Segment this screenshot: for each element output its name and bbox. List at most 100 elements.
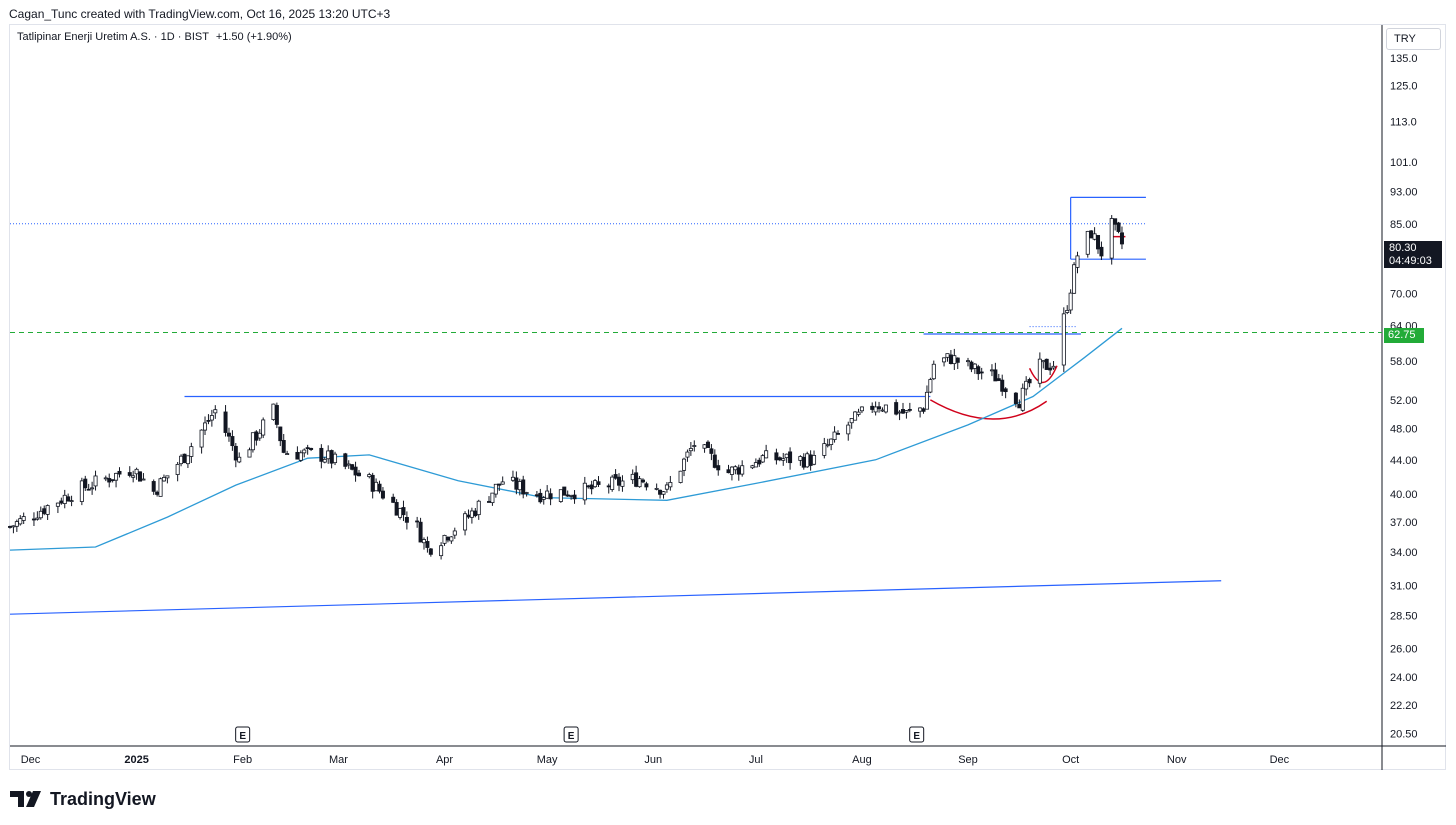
price-tick-label: 125.0 — [1390, 81, 1418, 93]
candle-body — [931, 363, 936, 380]
earnings-marker-box — [563, 726, 579, 743]
candle-body — [1092, 233, 1097, 240]
chart-annotations — [9, 196, 1382, 615]
candle-body — [134, 468, 139, 475]
candle-body — [469, 510, 474, 518]
candle-body — [131, 475, 136, 478]
candle-body — [942, 357, 947, 363]
candle-body — [79, 480, 84, 502]
candle-body — [558, 489, 563, 502]
price-tick-label: 40.00 — [1390, 489, 1418, 501]
candle-body — [449, 536, 454, 542]
candle-body — [398, 508, 403, 518]
earnings-marker-box — [909, 726, 925, 743]
candle-body — [298, 452, 303, 461]
candle-body — [250, 432, 255, 451]
candle-body — [42, 508, 47, 514]
candle-body — [613, 474, 618, 479]
candle-body — [593, 480, 598, 488]
candle-body — [380, 490, 385, 499]
price-tick-label: 113.0 — [1390, 117, 1417, 129]
candle-body — [1065, 310, 1070, 313]
candle-body — [55, 502, 60, 507]
candle-body — [589, 484, 594, 490]
candle-body — [38, 510, 43, 519]
candle-body — [415, 520, 420, 523]
candle-body — [726, 469, 731, 474]
candle-body — [832, 431, 837, 440]
candle-body — [463, 513, 468, 531]
price-tick-label: 31.00 — [1390, 580, 1418, 592]
candle-body — [473, 510, 478, 517]
candle-body — [257, 432, 262, 439]
candle-body — [370, 474, 375, 492]
cup-arc-large — [929, 399, 1048, 420]
earnings-marker-label: E — [568, 731, 575, 742]
candle-body — [668, 482, 673, 488]
candle-body — [777, 457, 782, 461]
candle-body — [801, 456, 806, 468]
time-tick-label: Sep — [958, 754, 978, 766]
candle-body — [774, 452, 779, 461]
candle-body — [825, 444, 830, 447]
candle-body — [1020, 387, 1025, 411]
candle-body — [206, 420, 211, 422]
candle-body — [1099, 246, 1104, 257]
candle-body — [374, 481, 379, 492]
candle-body — [952, 355, 957, 365]
candle-body — [989, 369, 994, 372]
tradingview-logo[interactable]: TradingView — [10, 789, 156, 809]
candle-body — [305, 447, 310, 450]
candle-body — [230, 436, 235, 447]
candle-body — [199, 429, 204, 448]
candle-body — [921, 408, 926, 412]
price-tick-label: 44.00 — [1390, 455, 1418, 467]
time-tick-label: Feb — [233, 754, 252, 766]
time-tick-label: Mar — [329, 754, 348, 766]
candle-body — [209, 415, 214, 421]
candle-body — [165, 475, 170, 479]
candle-body — [203, 422, 208, 431]
candle-body — [976, 366, 981, 375]
candle-body — [658, 489, 663, 495]
candle-body — [606, 485, 611, 488]
candle-body — [753, 462, 758, 468]
candle-body — [760, 455, 765, 463]
candle-body — [880, 409, 885, 412]
candle-body — [541, 497, 546, 500]
candle-body — [705, 441, 710, 448]
candle-body — [733, 466, 738, 471]
candle-body — [688, 448, 693, 452]
price-tick-label: 101.0 — [1390, 157, 1418, 169]
candle-body — [750, 465, 755, 469]
price-tick-label: 93.00 — [1390, 187, 1418, 199]
candle-body — [1037, 358, 1042, 384]
candle-body — [18, 518, 23, 525]
long-trendline — [9, 580, 1222, 615]
candle-body — [877, 406, 882, 410]
candle-body — [353, 466, 358, 476]
candle-body — [401, 507, 406, 516]
candle-body — [664, 484, 669, 490]
candle-body — [617, 476, 622, 486]
time-tick-label: Jul — [749, 754, 763, 766]
candle-body — [175, 464, 180, 475]
candle-body — [784, 453, 789, 459]
candle-body — [179, 455, 184, 465]
time-tick-label: Nov — [1167, 754, 1187, 766]
candle-body — [928, 379, 933, 393]
candle-body — [545, 490, 550, 499]
candle-body — [637, 478, 642, 488]
chart-attribution: Cagan_Tunc created with TradingView.com,… — [9, 7, 391, 21]
candle-body — [367, 474, 372, 478]
candle-body — [685, 451, 690, 458]
time-tick-label: Dec — [1270, 754, 1290, 766]
candle-body — [356, 472, 361, 477]
candle-body — [764, 450, 769, 459]
candle-body — [151, 481, 156, 492]
currency-button[interactable]: TRY — [1386, 28, 1441, 50]
candle-body — [103, 477, 108, 480]
candle-body — [425, 541, 430, 548]
candle-body — [11, 525, 16, 528]
